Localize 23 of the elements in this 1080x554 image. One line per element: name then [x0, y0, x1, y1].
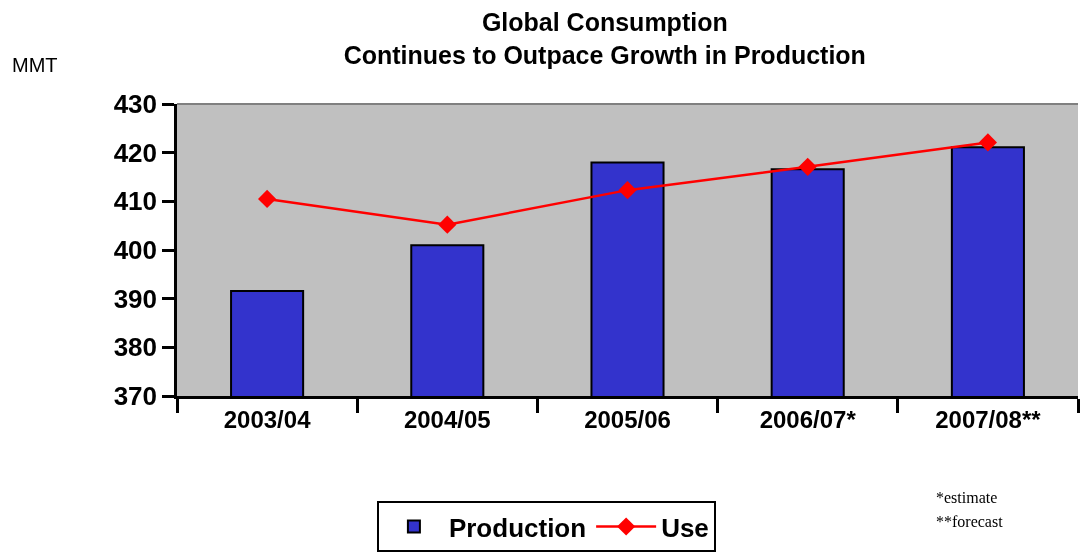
y-tick-label: 370 — [113, 381, 158, 412]
x-tick-label: 2007/08** — [935, 405, 1042, 433]
x-tick-label: 2004/05 — [403, 405, 491, 433]
y-tick-label: 420 — [113, 137, 158, 168]
y-tick-label: 380 — [113, 332, 158, 363]
point — [798, 157, 817, 176]
x-tick-label: 2006/07* — [759, 405, 857, 433]
x-tick-label: 2003/04 — [223, 405, 312, 433]
y-axis-title: MMT — [12, 54, 58, 76]
y-tick-label: 400 — [113, 235, 158, 266]
x-tick-label: 2005/06 — [584, 405, 671, 433]
y-tick-label: 430 — [113, 89, 158, 120]
legend-label: Use — [661, 512, 709, 543]
text: **forecast — [936, 513, 1004, 530]
chart-title: Global Consumption Continues to Outpace Growth in Production — [343, 8, 866, 69]
text: *estimate — [936, 489, 998, 506]
legend-label: Production — [448, 512, 587, 543]
y-tick-label: 410 — [113, 186, 158, 217]
point — [438, 215, 457, 234]
point — [978, 133, 997, 152]
y-tick-label: 390 — [113, 283, 158, 314]
point — [618, 181, 637, 200]
point — [258, 189, 277, 208]
